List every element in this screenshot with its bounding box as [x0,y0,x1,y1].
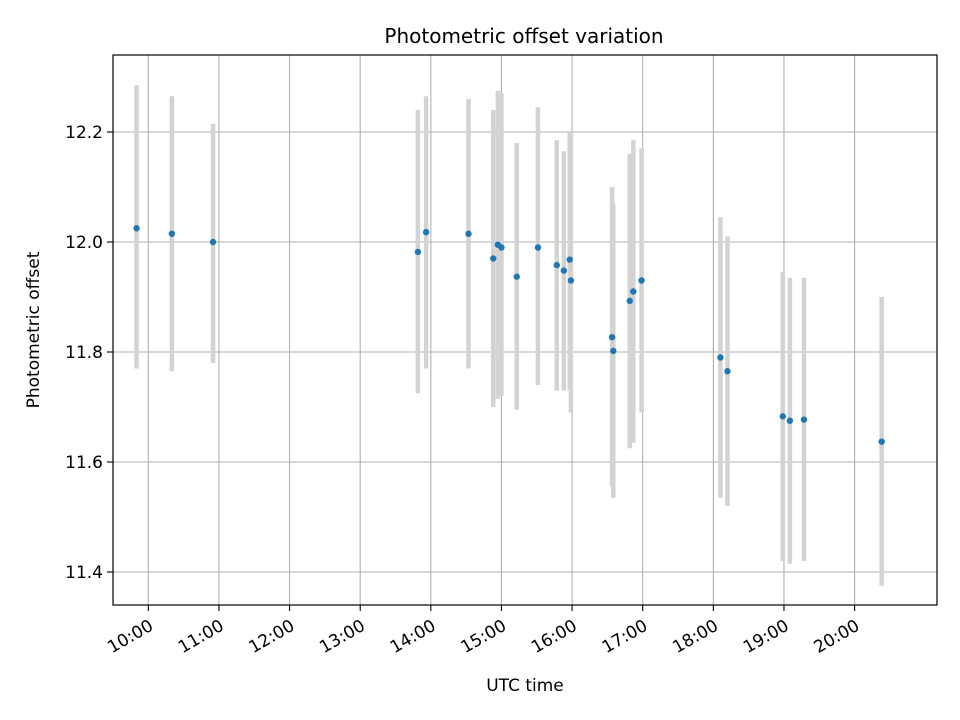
x-tick-label: 15:00 [458,616,510,658]
data-point [608,333,616,341]
y-tick-label: 11.8 [65,343,103,363]
data-point [610,347,617,355]
data-point [553,261,560,269]
y-axis-title: Photometric offset [24,251,44,408]
x-tick-label: 19:00 [740,616,792,658]
data-point [414,248,422,256]
x-tick-label: 14:00 [387,616,439,658]
x-tick-label: 18:00 [669,616,721,658]
y-tick-label: 12.2 [65,123,103,143]
data-point [513,273,520,280]
data-point [638,277,645,284]
x-tick-label: 11:00 [175,616,227,658]
data-point [878,438,885,445]
plot-area-frame [112,54,938,606]
chart-title: Photometric offset variation [384,24,663,48]
data-point [724,368,731,375]
data-point [209,238,217,246]
x-tick-label: 12:00 [246,616,298,658]
x-tick-label: 17:00 [599,616,651,658]
data-point [800,416,808,423]
data-point [498,244,505,251]
data-point [567,277,575,284]
x-tick-label: 20:00 [811,616,863,658]
data-point [490,255,497,262]
data-points [133,225,885,445]
data-point [630,288,637,295]
y-tick-label: 11.4 [65,563,103,583]
data-point [560,267,568,274]
data-point [779,413,786,420]
data-point [566,256,573,263]
y-tick-label: 12.0 [65,233,103,253]
data-point [786,417,794,424]
y-tick-label: 11.6 [65,453,103,473]
x-tick-label: 16:00 [528,616,580,658]
data-point [168,230,176,237]
data-point [626,297,633,305]
x-axis-ticks: 10:00 11:00 12:00 13:00 14:00 15:00 16:00 17:00… [104,605,863,658]
data-point [422,228,430,236]
data-point [465,230,472,237]
data-point [534,244,542,251]
x-tick-label: 10:00 [104,616,156,658]
y-axis-ticks: 11.4 11.6 11.8 12.0 12.2 [65,123,113,583]
data-point [717,354,724,361]
grid-lines [113,55,937,605]
x-axis-title: UTC time [486,676,564,696]
x-tick-label: 13:00 [316,616,368,658]
error-bars [134,85,884,586]
data-point [133,225,140,232]
